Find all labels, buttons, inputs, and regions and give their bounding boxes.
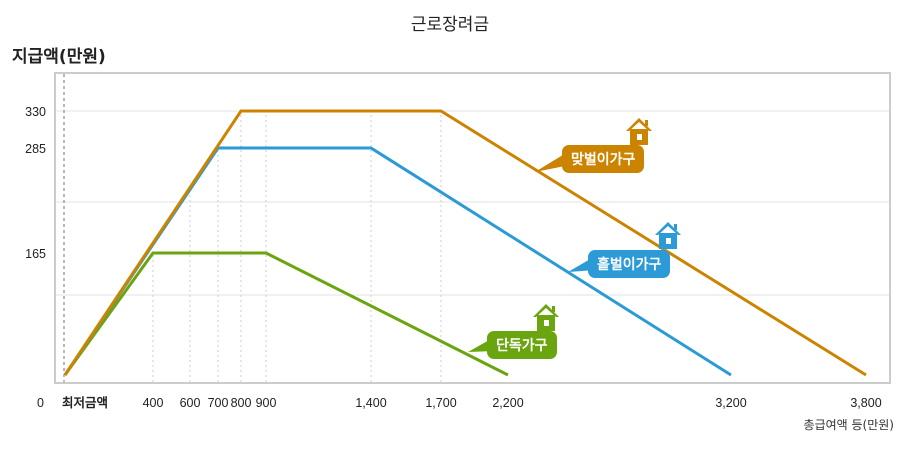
y-tick-label: 285 (25, 142, 46, 156)
x-tick-label: 2,200 (492, 396, 523, 410)
house-icon (533, 304, 559, 331)
house-icon (626, 118, 652, 145)
y-tick-label: 0 (37, 396, 44, 410)
series-label-tag: 맞벌이가구 (562, 145, 645, 173)
plot-frame (54, 72, 891, 384)
x-tick-label: 700 (208, 396, 229, 410)
x-tick-label: 800 (231, 396, 252, 410)
tag-pointer (535, 153, 570, 172)
series-line (63, 109, 867, 377)
y-tick-label: 330 (25, 105, 46, 119)
y-axis-label: 지급액(만원) (12, 47, 106, 67)
x-tick-label: 1,400 (355, 396, 386, 410)
y-tick-label: 165 (25, 247, 46, 261)
series-line (63, 251, 509, 377)
series-label-tag: 홑벌이가구 (588, 250, 671, 278)
x-tick-label: 최저금액 (62, 395, 108, 410)
x-tick-label: 600 (180, 396, 201, 410)
x-tick-label: 400 (143, 396, 164, 410)
series-label-tag: 단독가구 (487, 331, 557, 359)
x-tick-label: 900 (256, 396, 277, 410)
x-tick-label: 3,200 (715, 396, 746, 410)
house-icon (655, 222, 681, 249)
x-tick-label: 1,700 (425, 396, 456, 410)
x-axis-label: 총급여액 등(만원) (803, 418, 894, 432)
chart-title: 근로장려금 (410, 15, 490, 35)
x-tick-label: 3,800 (850, 396, 881, 410)
